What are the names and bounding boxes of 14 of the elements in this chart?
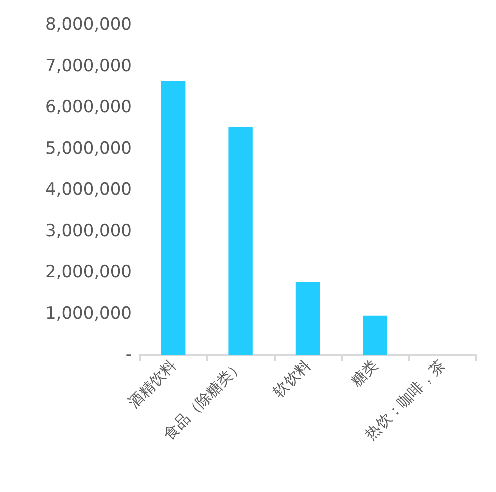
y-tick-label: 2,000,000 (45, 262, 132, 282)
bar (296, 282, 320, 355)
x-tick-label: 糖类 (348, 356, 382, 391)
y-tick-label: 4,000,000 (45, 180, 132, 200)
y-tick-label: 1,000,000 (45, 304, 132, 324)
bar (162, 82, 186, 355)
y-tick-label: 7,000,000 (45, 56, 132, 76)
y-tick-label: 6,000,000 (45, 98, 132, 118)
bar (363, 316, 388, 355)
x-tick-label: 软饮料 (270, 356, 314, 402)
y-tick-label: 8,000,000 (45, 15, 132, 35)
y-tick-label: 3,000,000 (45, 221, 132, 242)
bar (228, 127, 253, 355)
y-tick-label: 5,000,000 (45, 138, 132, 159)
